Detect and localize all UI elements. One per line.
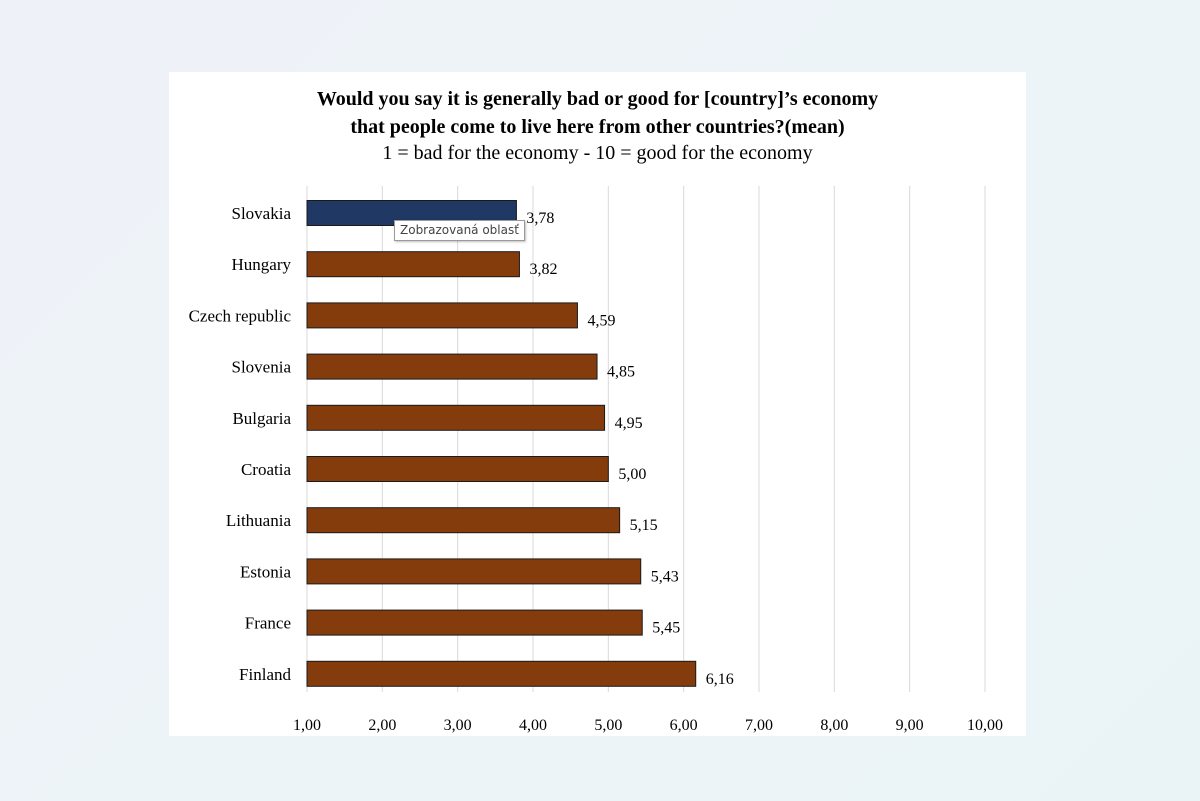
value-label: 3,78 [526, 210, 554, 227]
x-tick-label: 3,00 [444, 717, 472, 734]
chart-area-tooltip: Zobrazovaná oblasť [394, 220, 525, 241]
chart-title-line-2: that people come to live here from other… [350, 116, 845, 138]
x-tick-label: 5,00 [594, 717, 622, 734]
value-label: 3,82 [529, 261, 557, 278]
category-label: Croatia [241, 460, 291, 479]
bar-czech-republic [306, 302, 578, 329]
category-label: Finland [239, 665, 291, 684]
value-label: 4,85 [607, 364, 635, 381]
bar-hungary [306, 251, 520, 278]
chart-title-line-1: Would you say it is generally bad or goo… [316, 88, 879, 110]
x-tick-label: 6,00 [670, 717, 698, 734]
x-tick-label: 1,00 [293, 717, 321, 734]
chart-subtitle: 1 = bad for the economy - 10 = good for … [382, 142, 813, 164]
bar-estonia [306, 558, 642, 585]
category-label: Slovakia [232, 204, 292, 223]
value-label: 6,16 [706, 671, 734, 688]
value-label: 5,15 [630, 517, 658, 534]
x-tick-label: 9,00 [896, 717, 924, 734]
category-label: Czech republic [189, 306, 292, 325]
category-label: Estonia [240, 562, 291, 581]
category-label: Bulgaria [232, 409, 291, 428]
category-label: Hungary [232, 255, 292, 274]
bar-croatia [306, 456, 609, 482]
bar-slovenia [306, 353, 598, 380]
bar-chart-plot[interactable]: 1,00 2,00 3,00 4,00 5,00 6,00 7,00 8,00 9,00 10,0… [169, 72, 1026, 736]
bar-finland [306, 660, 697, 687]
category-label: Lithuania [226, 511, 292, 530]
x-tick-label: 4,00 [519, 717, 547, 734]
value-label: 5,45 [652, 620, 680, 637]
category-label: Slovenia [232, 358, 292, 377]
value-label: 4,59 [587, 312, 615, 329]
category-label: France [245, 614, 291, 633]
x-tick-label: 2,00 [368, 717, 396, 734]
chart-panel: Would you say it is generally bad or goo… [169, 72, 1026, 736]
value-label: 4,95 [615, 415, 643, 432]
x-tick-label: 7,00 [745, 717, 773, 734]
bar-france [306, 609, 643, 636]
bar-bulgaria [306, 404, 606, 431]
x-tick-label: 8,00 [820, 717, 848, 734]
value-label: 5,00 [618, 466, 646, 483]
value-label: 5,43 [651, 568, 679, 585]
x-tick-label: 10,00 [967, 717, 1003, 734]
bar-lithuania [306, 507, 621, 534]
